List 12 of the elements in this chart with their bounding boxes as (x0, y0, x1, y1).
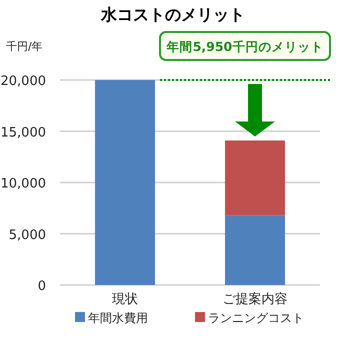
y-tick-label: 20,000 (0, 74, 46, 89)
x-tick-label: ご提案内容 (222, 291, 288, 307)
legend-label: ランニングコスト (208, 311, 304, 325)
text: 年間5,950千円のメリット (166, 39, 324, 54)
chart-title: 水コストのメリット (100, 5, 245, 24)
y-tick-label: 5,000 (8, 228, 46, 243)
y-tick-label: 15,000 (0, 125, 46, 140)
y-tick-label: 0 (38, 279, 46, 294)
y-tick-label: 10,000 (0, 176, 46, 192)
legend-label: 年間水費用 (88, 311, 148, 325)
y-axis-title: 千円/年 (6, 40, 43, 53)
x-tick-label: 現状 (112, 292, 138, 307)
